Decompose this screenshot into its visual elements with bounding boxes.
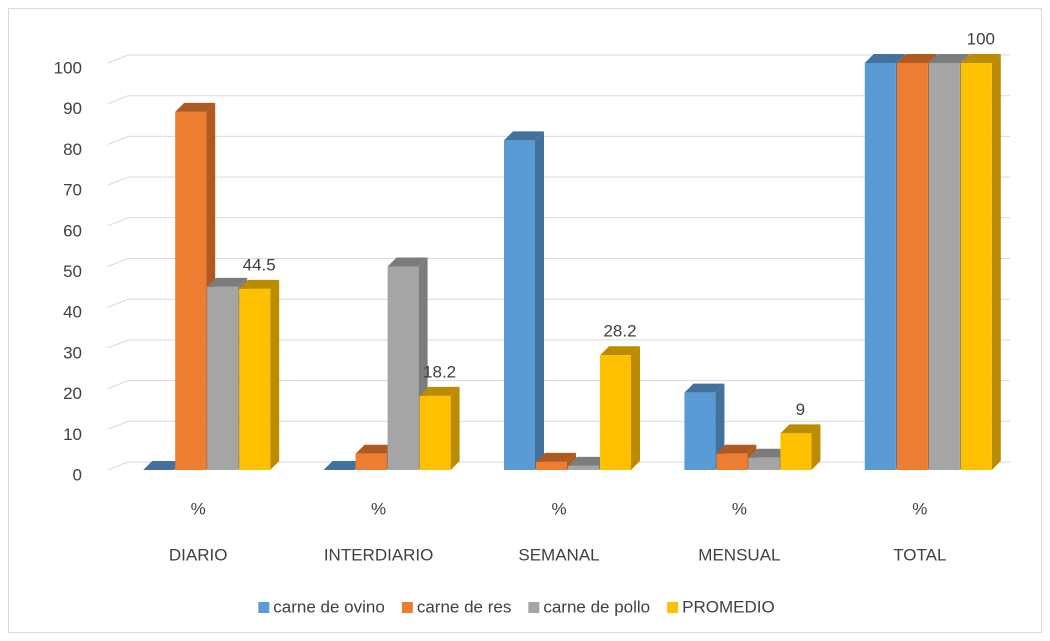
- bar: [536, 461, 567, 470]
- grid-line: [107, 54, 1010, 64]
- bar: [239, 288, 271, 470]
- legend-swatch: [401, 602, 413, 613]
- bar-side: [450, 386, 460, 470]
- bar-top: [536, 452, 576, 462]
- bar-top: [748, 448, 789, 458]
- bar-top: [716, 444, 757, 454]
- y-tick-label: 20: [63, 384, 82, 403]
- bar: [684, 392, 716, 470]
- y-tick-label: 70: [63, 181, 82, 200]
- bar: [568, 465, 599, 470]
- bar-side: [535, 131, 544, 470]
- data-label: 9: [796, 400, 805, 419]
- x-tick-label: SEMANAL: [518, 545, 599, 564]
- grid-line: [107, 380, 1010, 390]
- y-tick-label: 0: [73, 465, 82, 484]
- bar-top: [568, 456, 608, 466]
- x-tick-label: DIARIO: [169, 545, 228, 564]
- bar-top: [780, 424, 821, 434]
- data-label: 28.2: [603, 322, 636, 341]
- bar: [387, 266, 419, 470]
- x-sub-label: %: [191, 499, 206, 518]
- x-tick-label: INTERDIARIO: [324, 545, 434, 564]
- x-sub-label: %: [551, 499, 566, 518]
- legend-swatch: [667, 602, 679, 613]
- x-sub-label: %: [732, 499, 747, 518]
- y-tick-label: 100: [54, 58, 82, 77]
- bar-top: [207, 277, 248, 287]
- bar: [780, 433, 812, 470]
- bar: [896, 63, 928, 470]
- x-sub-label: %: [912, 499, 927, 518]
- data-label: 18.2: [423, 362, 456, 381]
- bar: [928, 63, 960, 470]
- legend-label: carne de pollo: [543, 597, 650, 616]
- y-tick-label: 30: [63, 343, 82, 362]
- bar-top: [600, 346, 640, 356]
- grid-line: [107, 217, 1010, 227]
- bar-side: [811, 424, 821, 470]
- y-tick-label: 10: [63, 425, 82, 444]
- x-tick-label: MENSUAL: [698, 545, 780, 564]
- legend-label: carne de res: [417, 597, 512, 616]
- bar-top: [928, 54, 969, 63]
- grid-line: [107, 95, 1010, 105]
- data-label: 100: [967, 29, 995, 48]
- bar: [600, 355, 631, 470]
- bar: [175, 111, 207, 470]
- bar: [504, 140, 535, 470]
- data-label: 44.5: [243, 255, 276, 274]
- bar: [716, 453, 748, 470]
- bar-side: [631, 346, 640, 470]
- bar-top: [323, 461, 364, 470]
- bar-top: [355, 444, 396, 454]
- y-tick-label: 60: [63, 221, 82, 240]
- bar-top: [896, 54, 937, 63]
- y-tick-label: 90: [63, 99, 82, 118]
- bar: [419, 395, 451, 470]
- grid-line: [107, 258, 1010, 267]
- legend-swatch: [258, 602, 270, 613]
- bar: [748, 457, 780, 470]
- bar: [207, 286, 239, 470]
- y-tick-label: 50: [63, 262, 82, 281]
- bar-top: [960, 54, 1001, 63]
- legend-swatch: [528, 602, 540, 613]
- bar-top: [387, 257, 428, 267]
- bar-top: [175, 102, 216, 112]
- y-tick-label: 80: [63, 140, 82, 159]
- bar-top: [504, 131, 544, 141]
- bar-top: [239, 279, 280, 289]
- legend-label: carne de ovino: [273, 597, 385, 616]
- bar-top: [419, 386, 460, 396]
- grid-line: [107, 176, 1010, 186]
- bar: [960, 63, 992, 470]
- grid-line: [107, 298, 1010, 308]
- legend-label: PROMEDIO: [682, 597, 775, 616]
- x-sub-label: %: [371, 499, 386, 518]
- bar-top: [684, 383, 725, 393]
- x-tick-label: TOTAL: [893, 545, 946, 564]
- bar-top: [143, 461, 184, 470]
- bar: [864, 63, 896, 470]
- grid-line: [107, 135, 1010, 145]
- bar-side: [270, 279, 280, 470]
- bar-side: [991, 54, 1001, 470]
- grid-line: [107, 339, 1010, 349]
- y-tick-label: 40: [63, 303, 82, 322]
- bar-top: [864, 54, 905, 63]
- bar: [355, 453, 387, 470]
